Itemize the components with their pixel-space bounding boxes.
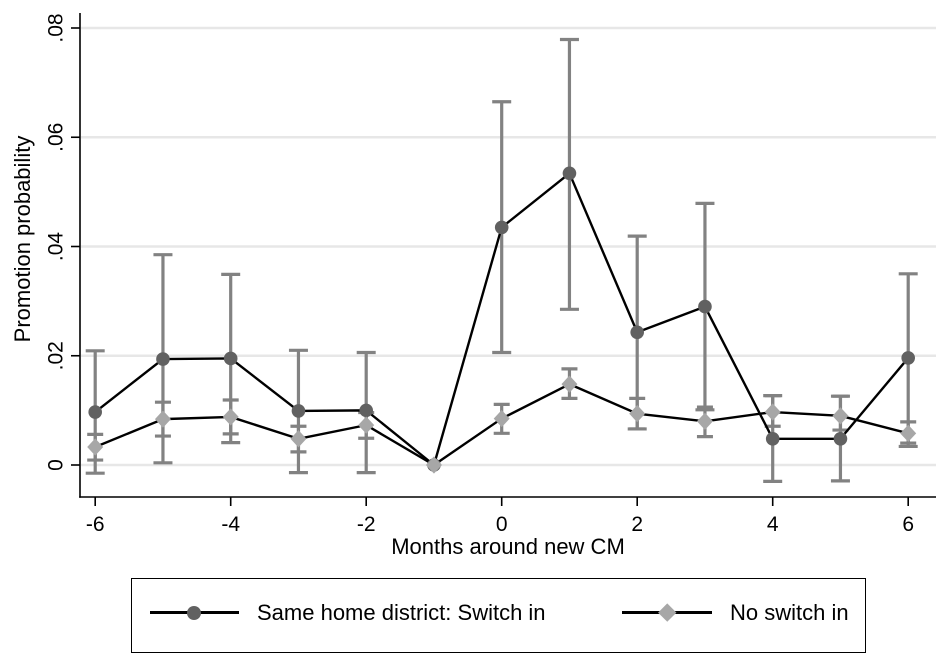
data-point-diamond <box>425 456 442 474</box>
legend-diamond-marker-icon <box>658 603 677 622</box>
data-point-circle <box>562 166 577 181</box>
y-tick-label: .08 <box>45 13 68 42</box>
x-tick-label: 2 <box>631 513 643 536</box>
plot-area: 0 .02 .04 .06 .08 -6 -4 -2 0 2 4 6 <box>45 13 936 536</box>
data-point-circle <box>765 431 780 446</box>
data-point-circle <box>494 220 509 235</box>
legend-label-no-switch-in: No switch in <box>730 599 849 625</box>
x-tick-label: -2 <box>357 513 376 536</box>
data-point-diamond <box>87 438 104 456</box>
data-point-diamond <box>493 409 510 428</box>
y-tick-label: .06 <box>45 123 68 152</box>
data-point-diamond <box>696 412 713 430</box>
x-tick-label: 0 <box>496 513 508 536</box>
data-point-diamond <box>900 424 917 442</box>
data-point-diamond <box>154 410 171 428</box>
data-point-circle <box>901 351 915 365</box>
legend-label-same-home-district: Same home district: Switch in <box>257 599 546 625</box>
data-point-circle <box>223 351 238 366</box>
data-point-circle <box>698 299 712 314</box>
x-axis-title: Months around new CM <box>391 534 625 559</box>
legend: Same home district: Switch in No switch … <box>131 578 866 653</box>
x-tick-label: 4 <box>767 513 779 536</box>
legend-circle-marker-icon <box>187 605 201 620</box>
data-point-diamond <box>290 430 307 448</box>
data-point-circle <box>630 325 644 340</box>
data-point-circle <box>833 431 848 446</box>
data-point-diamond <box>832 407 849 425</box>
y-tick-label: 0 <box>45 459 68 471</box>
x-tick-label: -4 <box>221 513 240 536</box>
data-point-diamond <box>629 405 646 423</box>
data-point-diamond <box>764 403 781 421</box>
x-tick-label: -6 <box>86 513 105 536</box>
y-axis-title: Promotion probability <box>10 135 35 343</box>
data-point-diamond <box>222 408 239 426</box>
data-point-circle <box>156 352 170 366</box>
data-point-diamond <box>358 416 375 434</box>
data-point-circle <box>359 403 374 418</box>
y-tick-label: .02 <box>45 341 68 370</box>
data-point-circle <box>291 404 306 418</box>
y-tick-label: .04 <box>45 232 68 262</box>
data-point-diamond <box>561 375 578 393</box>
data-point-circle <box>88 405 102 419</box>
x-tick-label: 6 <box>902 513 914 536</box>
